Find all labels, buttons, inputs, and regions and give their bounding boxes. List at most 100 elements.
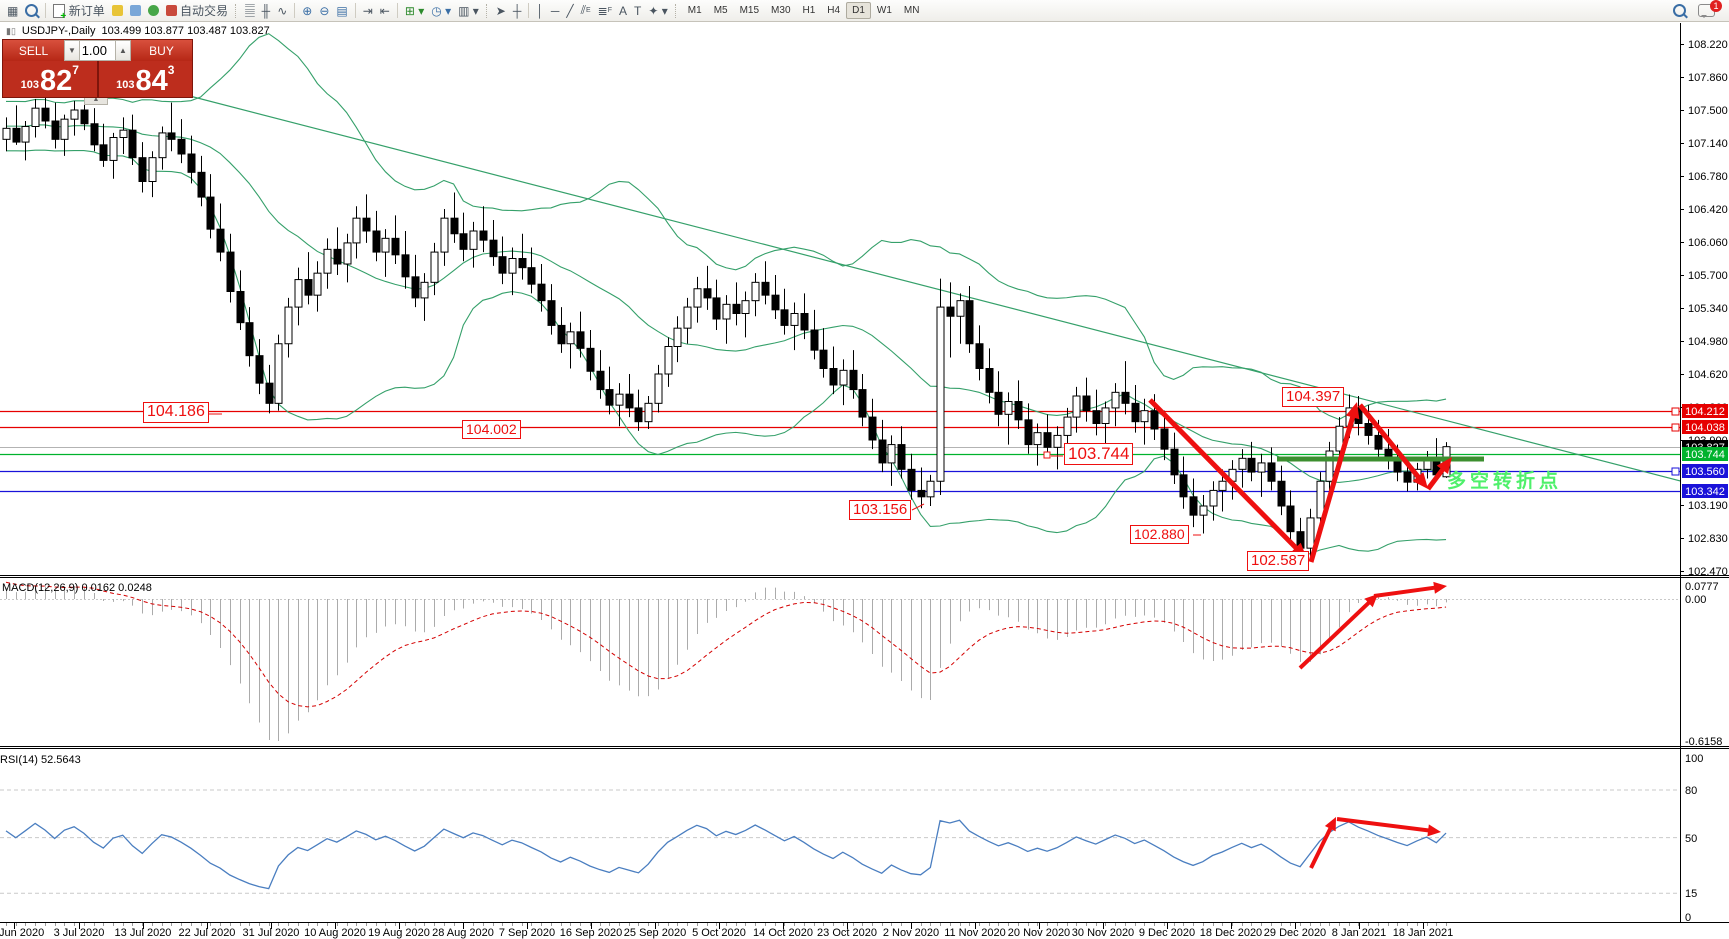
buy-price[interactable]: 103 84 3 — [99, 61, 193, 97]
price-annotation-label[interactable]: 104.186 — [143, 402, 209, 423]
candle-body — [849, 369, 858, 391]
candle-body — [226, 251, 235, 293]
hline-handle[interactable] — [1671, 467, 1680, 476]
hline-icon[interactable]: ─ — [550, 3, 560, 18]
panel-collapse-toggle[interactable]: ▲ — [84, 96, 108, 105]
lot-increase-button[interactable]: ▲ — [115, 40, 131, 61]
timeframe-M5[interactable]: M5 — [713, 5, 728, 16]
buy-button[interactable]: BUY — [131, 40, 192, 61]
label-icon[interactable]: T — [634, 3, 642, 18]
trend-arrow[interactable] — [1309, 822, 1335, 869]
candle-body — [1286, 505, 1295, 533]
trendline-icon[interactable]: ╱ — [566, 3, 574, 18]
trend-arrow[interactable] — [1308, 410, 1357, 563]
sell-price[interactable]: 103 82 7 — [3, 61, 97, 97]
timeframe-M15[interactable]: M15 — [739, 5, 760, 16]
price-axis[interactable]: 108.220 107.860 107.500 107.140 106.780 106.4… — [1680, 39, 1728, 924]
hline-handle[interactable] — [1671, 423, 1680, 432]
timeframe-H1[interactable]: H1 — [802, 5, 816, 16]
candle-body — [284, 306, 293, 345]
auto-scroll-icon[interactable]: ⇥ — [362, 3, 373, 18]
trend-arrow[interactable] — [1298, 597, 1375, 670]
timeframe-M1[interactable]: M1 — [687, 5, 702, 16]
chart-shift-icon[interactable]: ⇤ — [379, 3, 390, 18]
timeframe-MN[interactable]: MN — [903, 5, 920, 16]
timeframe-W1[interactable]: W1 — [876, 5, 892, 16]
candle-body — [1403, 471, 1412, 483]
candle-body — [1004, 401, 1013, 415]
styles-icon[interactable] — [109, 2, 126, 20]
tile-windows-icon[interactable]: ▤ — [336, 3, 348, 18]
trend-arrow[interactable] — [1336, 817, 1435, 834]
price-annotation-label[interactable]: 102.880 — [1130, 525, 1189, 544]
zoom-in-icon[interactable]: ⊕ — [302, 3, 313, 18]
trend-arrow[interactable] — [1358, 403, 1424, 483]
zoom-out-icon[interactable]: ⊖ — [319, 3, 330, 18]
svg-text:105.700: 105.700 — [1688, 270, 1728, 282]
price-tag — [1682, 420, 1728, 434]
autotrading-button[interactable]: 自动交易 — [163, 2, 231, 20]
cursor-icon[interactable]: ➤ — [495, 3, 506, 18]
text-icon[interactable]: A — [619, 3, 628, 18]
search-icon[interactable] — [1673, 4, 1686, 17]
candle-body — [1335, 425, 1344, 452]
lot-decrease-button[interactable]: ▼ — [64, 40, 80, 61]
date-label: 8 Jan 2021 — [1332, 927, 1386, 939]
fibonacci-icon[interactable]: ≣ F — [597, 3, 612, 18]
candle-body — [625, 393, 634, 409]
sell-button[interactable]: SELL — [3, 40, 64, 61]
vline-icon[interactable]: │ — [536, 3, 544, 18]
candle-body — [450, 217, 459, 235]
price-annotation-label[interactable]: 103.744 — [1064, 443, 1134, 465]
crosshair-icon[interactable]: ┼ — [512, 3, 522, 18]
price-annotation-label[interactable]: 104.002 — [462, 420, 521, 439]
channel-icon[interactable]: ⫽ E — [580, 3, 591, 17]
chat-icon[interactable]: 1 — [1698, 0, 1722, 18]
shapes-icon[interactable]: ✦ ▾ — [648, 3, 668, 18]
descending-trendline[interactable] — [181, 93, 1692, 484]
signals-icon[interactable] — [145, 2, 162, 20]
trend-arrow[interactable] — [1148, 398, 1302, 554]
timeframe-H4[interactable]: H4 — [827, 5, 841, 16]
price-annotation-label[interactable]: 104.397 — [1282, 387, 1345, 407]
candle-body — [712, 297, 721, 320]
price-annotation-label[interactable]: 103.156 — [849, 500, 912, 520]
rsi-label: RSI(14) 52.5643 — [0, 754, 81, 766]
timeframe-D1[interactable]: D1 — [846, 2, 871, 19]
line-chart-icon[interactable]: ∿ — [277, 3, 288, 18]
candle-chart-icon[interactable]: ╫ — [261, 3, 271, 18]
svg-text:103.560: 103.560 — [1685, 466, 1725, 478]
templates-icon[interactable]: ▥ ▾ — [458, 3, 479, 18]
bar-chart-icon[interactable]: 𝄛 — [245, 3, 255, 17]
main-toolbar: ▦ + 新订单 自动交易 𝄛 ╫ ∿ ⊕ ⊖ ▤ ⇥ ⇤ ⊞ ▾ ◷ ▾ ▥ ▾… — [0, 0, 1729, 22]
timeframe-M30[interactable]: M30 — [771, 5, 791, 16]
date-label: 2 Nov 2020 — [883, 927, 939, 939]
price-annotation-label[interactable]: 102.587 — [1247, 551, 1310, 571]
candle-body — [148, 157, 157, 183]
new-order-button[interactable]: + 新订单 — [50, 2, 107, 21]
candle-body — [566, 331, 575, 345]
price-tag — [1682, 447, 1728, 461]
macd-indicator — [0, 581, 1680, 741]
turning-point-annotation[interactable]: 多空转折点 — [1447, 471, 1563, 492]
price-tags: 104.212104.038103.827103.744103.560103.3… — [1682, 404, 1728, 498]
symbol-period: USDJPY-,Daily — [21, 25, 96, 37]
lot-size-field[interactable]: 1.00 — [80, 40, 115, 61]
data-window-icon[interactable] — [22, 2, 41, 20]
candle-body — [956, 300, 965, 317]
periods-icon[interactable]: ◷ ▾ — [431, 3, 452, 18]
window-layout-icon[interactable]: ▦ — [7, 3, 19, 18]
trend-arrow[interactable] — [1373, 584, 1441, 598]
candle-body — [547, 300, 556, 326]
candle-body — [1325, 450, 1334, 482]
svg-text:108.220: 108.220 — [1688, 39, 1728, 51]
sell-price-base: 103 — [20, 79, 39, 91]
hline-handle[interactable] — [1671, 407, 1680, 416]
market-watch-icon[interactable] — [127, 2, 144, 20]
indicators-icon[interactable]: ⊞ ▾ — [404, 3, 425, 18]
svg-text:102.470: 102.470 — [1688, 566, 1728, 578]
chart-window-title: ▮▯ USDJPY-,Daily 103.499 103.877 103.487… — [6, 25, 270, 37]
svg-text:106.060: 106.060 — [1688, 237, 1728, 249]
time-axis[interactable]: 24 Jun 2020 3 Jul 2020 13 Jul 2020 22 Jul 2… — [0, 923, 1453, 939]
